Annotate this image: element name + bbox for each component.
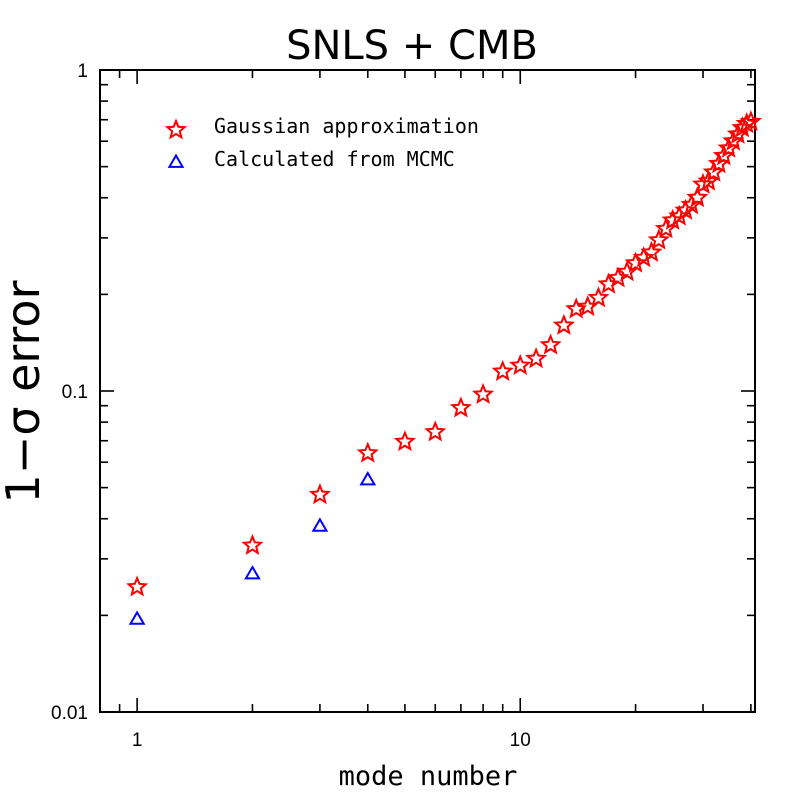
x-tick-label: 1 xyxy=(132,730,143,751)
star-marker xyxy=(606,266,630,288)
legend-marker-mcmc xyxy=(167,153,185,168)
data-markers xyxy=(126,110,762,625)
star-marker xyxy=(424,420,447,442)
x-axis-label: mode number xyxy=(339,761,518,792)
star-marker xyxy=(472,382,495,404)
star-marker xyxy=(686,186,709,208)
star-marker xyxy=(624,251,647,273)
legend: Gaussian approximation Calculated from M… xyxy=(164,114,479,171)
star-marker xyxy=(647,228,670,250)
triangle-marker xyxy=(128,610,146,625)
star-marker xyxy=(615,260,639,282)
axis-ticks xyxy=(99,69,755,713)
star-marker xyxy=(722,129,745,151)
y-tick-label: 0.1 xyxy=(62,382,88,403)
star-marker xyxy=(525,347,548,369)
star-marker xyxy=(241,533,264,555)
triangle-marker xyxy=(244,565,261,580)
triangle-marker xyxy=(359,471,377,486)
star-marker xyxy=(539,333,562,355)
legend-label-mcmc: Calculated from MCMC xyxy=(214,147,455,171)
legend-label-gaussian: Gaussian approximation xyxy=(214,114,479,138)
y-tick-label: 0.01 xyxy=(51,703,88,724)
star-marker xyxy=(308,483,332,505)
chart-title: SNLS + CMB xyxy=(286,23,538,69)
star-marker xyxy=(491,359,514,381)
star-marker xyxy=(126,575,149,597)
triangle-marker xyxy=(311,517,329,532)
x-tick-label: 10 xyxy=(510,730,531,751)
legend-marker-gaussian xyxy=(164,118,188,140)
star-marker xyxy=(449,396,472,418)
star-marker xyxy=(731,116,754,138)
star-marker xyxy=(393,430,416,452)
star-marker xyxy=(661,208,684,230)
star-marker xyxy=(654,217,677,239)
star-marker xyxy=(697,169,720,191)
star-marker xyxy=(552,313,575,335)
star-marker xyxy=(726,122,750,144)
legend-triangle-marker xyxy=(167,153,185,168)
star-marker xyxy=(739,110,762,132)
star-marker xyxy=(674,198,697,220)
star-marker xyxy=(356,441,379,463)
star-marker xyxy=(597,272,620,294)
star-marker xyxy=(640,240,663,262)
tick-labels: 1 10 0.01 0.1 1 xyxy=(51,61,531,751)
y-tick-label: 1 xyxy=(77,61,88,82)
legend-star-marker xyxy=(164,118,188,140)
plot-frame xyxy=(99,69,756,713)
y-axis-label: 1−σ error xyxy=(0,280,50,503)
star-marker xyxy=(632,246,655,268)
star-marker xyxy=(587,286,610,308)
star-marker xyxy=(509,353,532,376)
